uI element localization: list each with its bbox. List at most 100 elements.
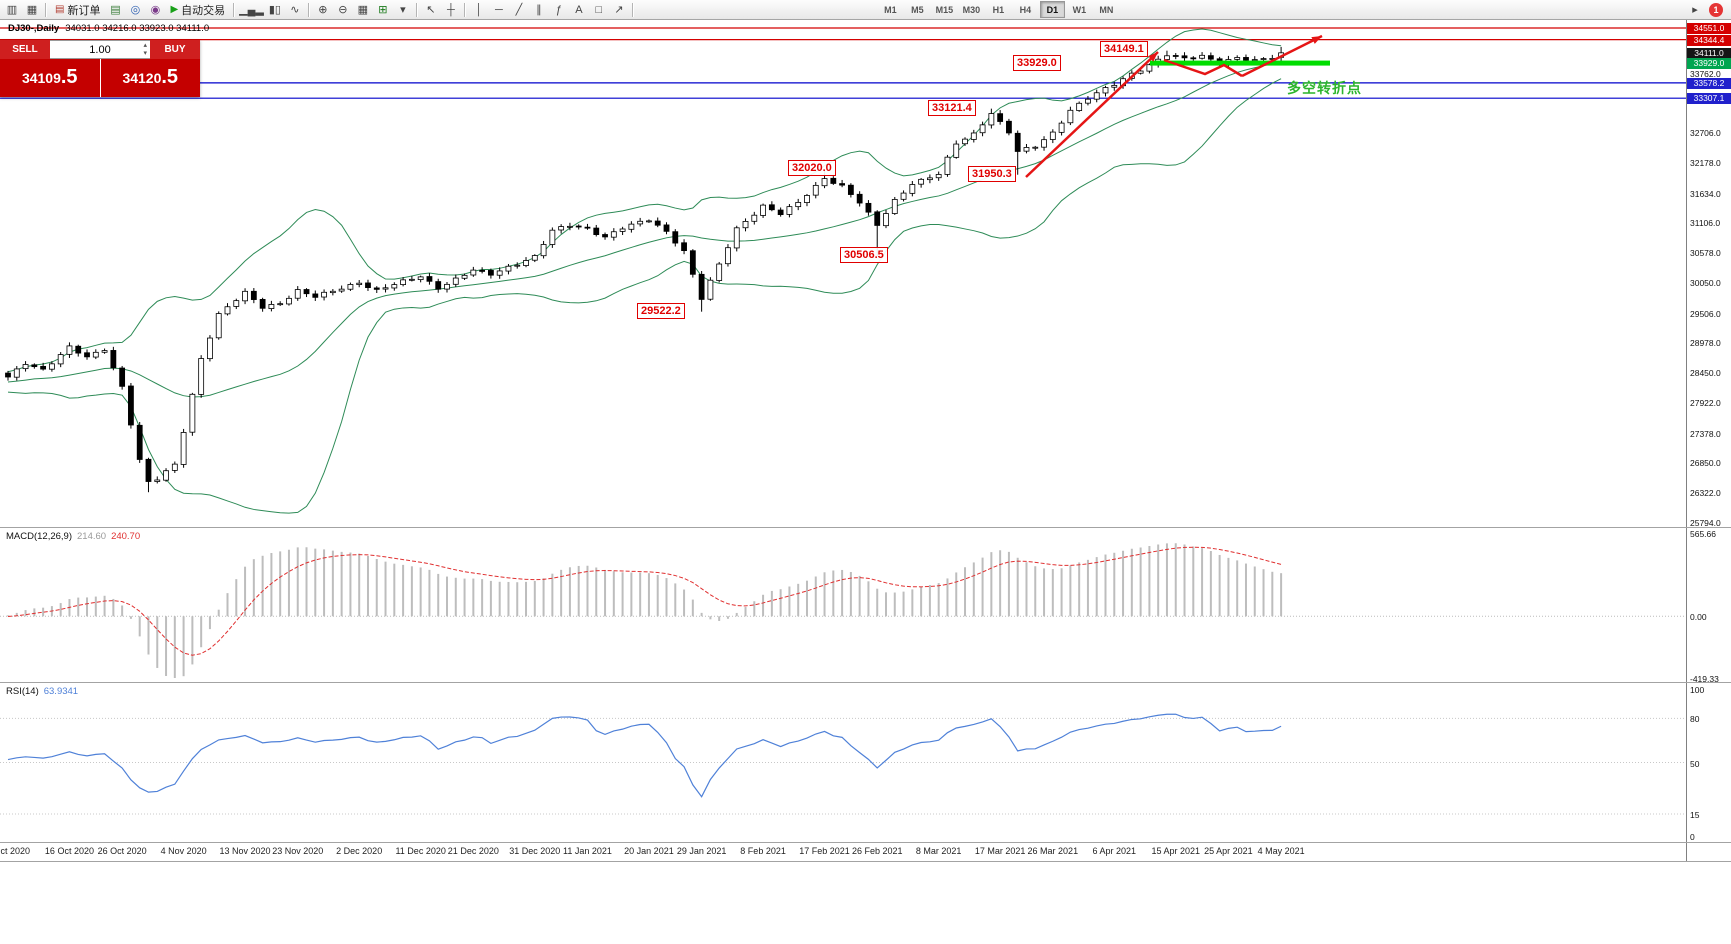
indicators-icon[interactable]: ⊞ [378, 4, 388, 16]
buy-price-main: 34120 [122, 70, 162, 86]
timeframe-mn[interactable]: MN [1099, 4, 1114, 15]
volume-value: 1.00 [89, 43, 111, 56]
autotrade-label: 自动交易 [181, 4, 226, 17]
navigator-icon[interactable]: ◉ [150, 4, 161, 16]
price-level-label: 34551.0 [1687, 23, 1731, 34]
macd-signal-value: 240.70 [111, 531, 141, 542]
rsi-pane[interactable] [0, 683, 1686, 842]
toolbar-separator [415, 2, 418, 17]
rsi-line [7, 713, 1282, 798]
tile-windows-icon[interactable]: ▦ [357, 4, 369, 16]
price-callout[interactable]: 30506.5 [840, 247, 888, 263]
macd-pane[interactable] [0, 528, 1686, 682]
autotrade-button[interactable]: ▶ 自动交易 [165, 2, 230, 18]
one-click-trade-panel: SELL 1.00 ▴ ▾ BUY 34109.5 34120.5 [0, 40, 200, 97]
market-watch-icon[interactable]: ▤ [110, 4, 121, 16]
price-callout[interactable]: 31950.3 [968, 166, 1016, 182]
arrows-tool-icon[interactable]: ↗ [614, 4, 624, 16]
trendline-tool-icon[interactable]: ╱ [515, 4, 523, 16]
horizontal-line-tool-icon[interactable]: ─ [494, 3, 503, 16]
timeframe-m15[interactable]: M15 [935, 4, 954, 15]
trend-arrow[interactable] [1163, 58, 1243, 78]
crosshair-icon[interactable]: ┼ [446, 3, 455, 16]
vertical-line-tool-icon[interactable]: │ [475, 3, 483, 16]
new-order-button[interactable]: ▤ 新订单 [50, 2, 105, 18]
date-tick-label: 26 Oct 2020 [97, 846, 147, 856]
rsi-tick-label: 15 [1690, 809, 1700, 820]
macd-tick-label: 565.66 [1690, 529, 1716, 539]
date-tick-label: 17 Mar 2021 [974, 846, 1026, 856]
bollinger-middle-line [7, 61, 1282, 398]
price-callout[interactable]: 33121.4 [928, 100, 976, 116]
buy-button[interactable]: BUY [150, 40, 200, 59]
shapes-tool-icon[interactable]: □ [595, 3, 603, 16]
timeframe-m1[interactable]: M1 [884, 4, 897, 15]
volume-down-icon[interactable]: ▾ [143, 50, 147, 57]
date-tick-label: 4 May 2021 [1257, 846, 1305, 856]
macd-signal-line [7, 546, 1282, 656]
date-tick-label: 20 Jan 2021 [624, 846, 674, 856]
line-chart-icon[interactable]: ∿ [290, 4, 300, 16]
price-tick-label: 28978.0 [1690, 338, 1721, 349]
trend-arrow[interactable] [1025, 51, 1159, 178]
price-callout[interactable]: 29522.2 [637, 303, 685, 319]
price-level-label: 34344.4 [1687, 34, 1731, 46]
notification-badge[interactable]: 1 [1709, 2, 1723, 17]
ohlc-bars-icon[interactable]: ▁▄▂ [239, 4, 264, 16]
sell-price[interactable]: 34109.5 [0, 59, 101, 97]
price-tick-label: 26322.0 [1690, 488, 1721, 499]
new-chart-icon[interactable]: ▥ [6, 4, 18, 16]
indicators-dropdown-icon[interactable]: ▾ [400, 4, 406, 16]
toolbar-separator [233, 2, 236, 17]
date-tick-label: 17 Feb 2021 [799, 846, 850, 856]
ohlc-values: 34031.0 34216.0 33923.0 34111.0 [65, 23, 210, 34]
cursor-icon[interactable]: ↖ [426, 4, 436, 16]
candlestick-icon[interactable]: ▮▯ [268, 4, 281, 16]
timeframe-h4[interactable]: H4 [1019, 4, 1032, 15]
new-order-label: 新订单 [67, 4, 101, 17]
price-callout[interactable]: 34149.1 [1100, 41, 1148, 57]
volume-up-icon[interactable]: ▴ [143, 42, 147, 49]
price-tick-label: 32178.0 [1690, 157, 1721, 168]
price-axis[interactable]: 33762.0 32706.0 32178.0 31634.0 31106.0 30578… [1686, 20, 1731, 861]
fibonacci-tool-icon[interactable]: ƒ [555, 3, 562, 16]
channel-tool-icon[interactable]: ∥ [536, 4, 542, 16]
timeframe-d1[interactable]: D1 [1039, 1, 1065, 18]
toolbar-separator [631, 2, 634, 17]
timeframe-w1[interactable]: W1 [1072, 4, 1087, 15]
buy-price[interactable]: 34120.5 [100, 59, 200, 97]
symbol-name: DJ30-,Daily [8, 23, 60, 34]
pane-divider[interactable] [0, 682, 1731, 683]
data-window-icon[interactable]: ◎ [130, 4, 141, 16]
date-tick-label: 31 Dec 2020 [509, 846, 561, 856]
chart-profiles-icon[interactable]: ▦ [26, 4, 38, 16]
timeframe-m5[interactable]: M5 [911, 4, 924, 15]
volume-input[interactable]: 1.00 ▴ ▾ [50, 40, 150, 59]
timeframe-h1[interactable]: H1 [992, 4, 1005, 15]
date-tick-label: 8 Mar 2021 [915, 846, 962, 856]
timeframe-m30[interactable]: M30 [962, 4, 981, 15]
price-callout[interactable]: 33929.0 [1013, 55, 1061, 71]
more-tools-icon[interactable]: ▸ [1692, 4, 1698, 16]
date-tick-label: 11 Dec 2020 [395, 846, 446, 856]
new-order-icon: ▤ [55, 4, 65, 15]
rsi-tick-label: 0 [1690, 832, 1695, 842]
price-level-label: 33307.1 [1687, 93, 1731, 105]
sell-button[interactable]: SELL [0, 40, 50, 59]
rsi-tick-label: 80 [1690, 714, 1700, 725]
date-tick-label: 6 Apr 2021 [1092, 846, 1137, 856]
price-callout[interactable]: 32020.0 [788, 160, 836, 176]
timeframe-switcher: M1 M5 M15 M30 H1 H4 D1 W1 MN [877, 1, 1120, 18]
pane-divider[interactable] [0, 527, 1731, 528]
zoom-in-icon[interactable]: ⊕ [318, 4, 328, 16]
text-tool-icon[interactable]: A [575, 3, 583, 16]
macd-indicator-header: MACD(12,26,9) 214.60 240.70 [6, 531, 140, 542]
volume-stepper[interactable]: ▴ ▾ [143, 42, 147, 58]
trend-arrow[interactable] [1241, 34, 1323, 78]
zoom-out-icon[interactable]: ⊖ [338, 4, 348, 16]
rsi-value: 63.9341 [43, 686, 79, 697]
support-band-line[interactable] [1150, 60, 1330, 66]
main-chart-pane[interactable] [0, 20, 1686, 527]
price-tick-label: 27378.0 [1690, 428, 1721, 439]
